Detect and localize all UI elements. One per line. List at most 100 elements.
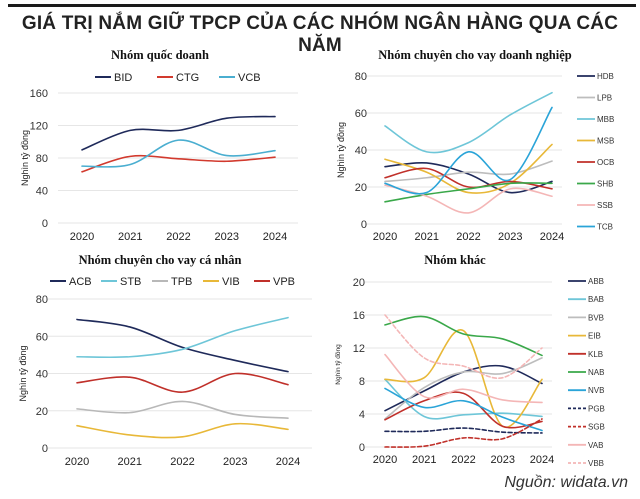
legend-label-shb: SHB xyxy=(597,180,613,189)
x-tick-label-corporate: 2023 xyxy=(498,231,522,243)
legend-label-ocb: OCB xyxy=(597,158,614,167)
series-line-ssb xyxy=(384,184,553,214)
series-line-vab xyxy=(384,353,543,404)
page-title: GIÁ TRỊ NẮM GIỮ TPCP CỦA CÁC NHÓM NGÂN H… xyxy=(21,13,619,56)
y-tick-label-corporate: 40 xyxy=(355,145,367,157)
legend-label-hdb: HDB xyxy=(597,72,614,81)
x-tick-label-retail: 2023 xyxy=(223,456,247,468)
legend-label-bid: BID xyxy=(114,72,132,84)
y-tick-label-other: 8 xyxy=(359,376,365,388)
series-line-shb xyxy=(384,182,553,203)
x-tick-label-retail: 2024 xyxy=(276,456,300,468)
x-tick-label-state-owned: 2024 xyxy=(263,231,287,243)
y-axis-label-retail: Nghìn tỷ đồng xyxy=(18,345,28,401)
legend-label-bvb: BVB xyxy=(588,313,604,322)
legend-label-vib: VIB xyxy=(222,276,240,288)
chart-title-corporate-lending: Nhóm chuyên cho vay doanh nghiệp xyxy=(378,48,572,62)
legend-label-acb: ACB xyxy=(69,276,92,288)
x-tick-label-corporate: 2020 xyxy=(373,231,397,243)
series-line-vbb xyxy=(384,314,543,380)
series-line-bvb xyxy=(384,357,543,420)
x-tick-label-state-owned: 2022 xyxy=(166,231,190,243)
legend-label-vbb: VBB xyxy=(588,459,604,468)
y-tick-label-other: 0 xyxy=(359,442,365,454)
y-tick-label-retail: 40 xyxy=(36,369,48,381)
legend-label-mbb: MBB xyxy=(597,115,614,124)
y-tick-label-state-owned: 0 xyxy=(42,218,48,230)
series-line-vpb xyxy=(76,372,289,393)
legend-label-klb: KLB xyxy=(588,350,603,359)
legend-label-pgb: PGB xyxy=(588,404,605,413)
series-line-bab xyxy=(384,378,543,420)
x-tick-label-other: 2022 xyxy=(451,454,475,466)
legend-label-tcb: TCB xyxy=(597,223,613,232)
legend-label-vab: VAB xyxy=(588,441,603,450)
y-tick-label-corporate: 80 xyxy=(355,71,367,83)
x-tick-label-corporate: 2022 xyxy=(456,231,480,243)
series-line-nab xyxy=(384,315,543,357)
legend-label-eib: EIB xyxy=(588,332,601,341)
legend-label-tpb: TPB xyxy=(171,276,192,288)
series-line-stb xyxy=(76,316,289,359)
y-axis-label-corporate: Nghìn tỷ đồng xyxy=(336,122,346,178)
series-line-klb xyxy=(384,391,543,429)
x-tick-label-state-owned: 2023 xyxy=(215,231,239,243)
series-line-bid xyxy=(81,115,276,151)
y-tick-label-retail: 80 xyxy=(36,294,48,306)
series-line-hdb xyxy=(384,161,553,194)
chart-title-other: Nhóm khác xyxy=(424,253,486,267)
legend-label-vpb: VPB xyxy=(273,276,295,288)
legend-label-sgb: SGB xyxy=(588,423,605,432)
series-line-tcb xyxy=(384,106,553,195)
x-tick-label-other: 2020 xyxy=(373,454,397,466)
x-tick-label-corporate: 2021 xyxy=(415,231,439,243)
legend-label-lpb: LPB xyxy=(597,94,612,103)
chart-title-state-owned: Nhóm quốc doanh xyxy=(111,48,209,62)
y-axis-label-other: Nghìn tỷ đồng xyxy=(333,344,342,385)
x-tick-label-corporate: 2024 xyxy=(540,231,564,243)
y-tick-label-other: 4 xyxy=(359,409,365,421)
x-tick-label-retail: 2021 xyxy=(118,456,142,468)
source-note: Nguồn: widata.vn xyxy=(504,474,628,491)
y-tick-label-retail: 20 xyxy=(36,406,48,418)
x-tick-label-retail: 2020 xyxy=(65,456,89,468)
y-tick-label-state-owned: 160 xyxy=(30,88,48,100)
y-tick-label-retail: 60 xyxy=(36,331,48,343)
legend-label-ctg: CTG xyxy=(176,72,199,84)
series-line-nvb xyxy=(384,387,543,432)
series-line-mbb xyxy=(384,91,553,154)
y-tick-label-state-owned: 120 xyxy=(30,121,48,133)
y-tick-label-state-owned: 80 xyxy=(36,153,48,165)
y-tick-label-corporate: 60 xyxy=(355,108,367,120)
x-tick-label-state-owned: 2020 xyxy=(70,231,94,243)
series-line-tpb xyxy=(76,400,289,419)
series-line-vcb xyxy=(81,139,276,168)
x-tick-label-other: 2021 xyxy=(412,454,436,466)
y-tick-label-retail: 0 xyxy=(42,443,48,455)
series-line-acb xyxy=(76,318,289,373)
legend-label-bab: BAB xyxy=(588,295,604,304)
legend-label-ssb: SSB xyxy=(597,201,613,210)
series-line-vib xyxy=(76,422,289,439)
x-tick-label-state-owned: 2021 xyxy=(118,231,142,243)
y-tick-label-other: 20 xyxy=(353,277,365,289)
legend-label-stb: STB xyxy=(120,276,141,288)
series-line-msb xyxy=(384,143,553,194)
y-tick-label-other: 16 xyxy=(353,310,365,322)
legend-label-nvb: NVB xyxy=(588,386,604,395)
y-tick-label-state-owned: 40 xyxy=(36,186,48,198)
series-line-lpb xyxy=(384,160,553,183)
y-tick-label-corporate: 20 xyxy=(355,182,367,194)
chart-title-retail-lending: Nhóm chuyên cho vay cá nhân xyxy=(78,253,242,267)
y-tick-label-other: 12 xyxy=(353,343,365,355)
legend-label-msb: MSB xyxy=(597,137,614,146)
legend-label-vcb: VCB xyxy=(238,72,261,84)
series-line-sgb xyxy=(384,418,543,448)
y-tick-label-corporate: 0 xyxy=(361,219,367,231)
series-line-pgb xyxy=(384,427,543,434)
top-rule xyxy=(8,4,636,7)
legend-label-nab: NAB xyxy=(588,368,604,377)
y-axis-label-state-owned: Nghìn tỷ đồng xyxy=(20,130,30,186)
series-line-ctg xyxy=(81,154,276,173)
